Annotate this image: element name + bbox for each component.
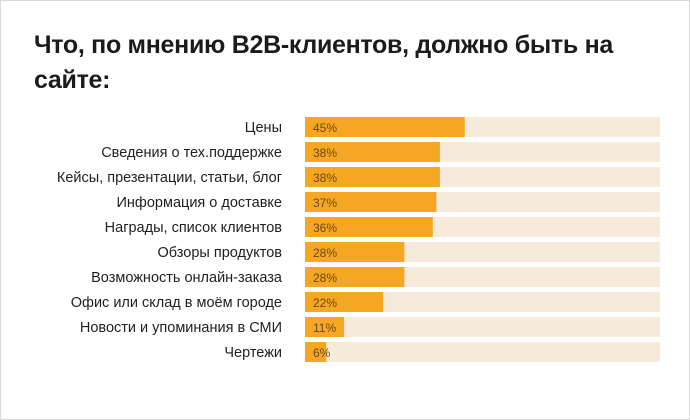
category-label: Информация о доставке (117, 195, 283, 211)
bar (305, 317, 345, 337)
data-label: 36% (313, 221, 337, 235)
bar (305, 342, 327, 362)
category-label: Новости и упоминания в СМИ (80, 320, 282, 336)
data-label: 38% (313, 171, 337, 185)
data-label: 38% (313, 146, 337, 160)
bar (305, 242, 405, 262)
category-label: Обзоры продуктов (158, 245, 283, 261)
bar-row: Цены 45% (245, 117, 660, 137)
data-label: 28% (313, 246, 337, 260)
bar-row: Информация о доставке 37% (117, 192, 660, 212)
bar-row: Обзоры продуктов 28% (158, 242, 660, 262)
category-label: Возможность онлайн-заказа (91, 270, 283, 286)
bar-row: Новости и упоминания в СМИ 11% (80, 317, 660, 337)
bar-row: Возможность онлайн-заказа 28% (91, 267, 660, 287)
data-label: 22% (313, 296, 337, 310)
category-label: Офис или склад в моём городе (71, 295, 282, 311)
data-label: 28% (313, 271, 337, 285)
data-label: 11% (313, 321, 336, 335)
bar (305, 292, 384, 312)
data-label: 45% (313, 121, 337, 135)
bar-row: Кейсы, презентации, статьи, блог 38% (57, 167, 660, 187)
bar-row: Сведения о тех.поддержке 38% (101, 142, 660, 162)
bar (305, 217, 433, 237)
bar (305, 142, 440, 162)
category-label: Награды, список клиентов (105, 220, 283, 236)
category-label: Сведения о тех.поддержке (101, 145, 282, 161)
bar-row: Чертежи 6% (224, 342, 660, 362)
chart-title: Что, по мнению B2B-клиентов, должно быть… (34, 31, 613, 94)
bar-track (305, 342, 660, 362)
bar-row: Награды, список клиентов 36% (105, 217, 660, 237)
bar-row: Офис или склад в моём городе 22% (71, 292, 660, 312)
bar (305, 167, 440, 187)
data-label: 37% (313, 196, 337, 210)
data-label: 6% (313, 346, 331, 360)
bar (305, 117, 465, 137)
bar (305, 267, 405, 287)
category-label: Кейсы, презентации, статьи, блог (57, 170, 282, 186)
bar-track (305, 317, 660, 337)
category-label: Чертежи (224, 345, 282, 361)
bar-track (305, 292, 660, 312)
category-label: Цены (245, 120, 282, 136)
bar (305, 192, 437, 212)
